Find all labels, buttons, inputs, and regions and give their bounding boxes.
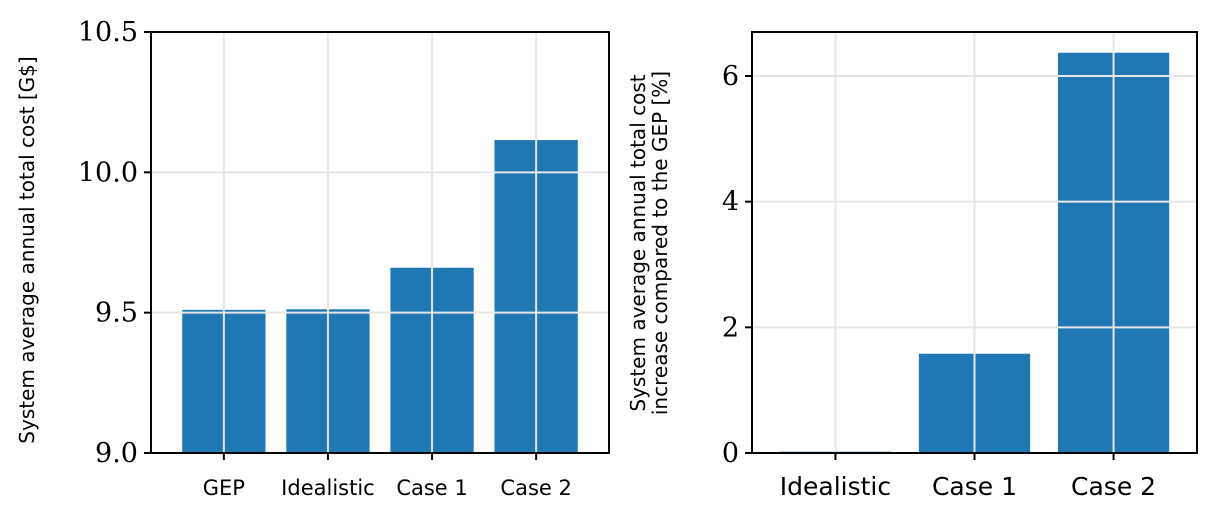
right-y-axis-label-line-1: System average annual total cost xyxy=(626,74,650,411)
y-tick-label: 6 xyxy=(722,61,739,92)
left-y-axis-label: System average annual total cost [G$] xyxy=(15,56,39,443)
plot-frame xyxy=(150,31,610,454)
x-tick-label: Idealistic xyxy=(281,476,375,500)
x-tick-label: Case 1 xyxy=(932,472,1017,501)
x-tick-label: Case 1 xyxy=(396,476,467,500)
x-tick-label: Idealistic xyxy=(780,472,891,501)
y-tick-label: 2 xyxy=(722,312,739,343)
y-tick-label: 9.5 xyxy=(95,298,138,329)
y-tick-label: 9.0 xyxy=(95,438,138,469)
y-tick-label: 0 xyxy=(722,438,739,469)
x-tick-label: Case 2 xyxy=(1071,472,1156,501)
right-y-axis-label-line-2: increase compared to the GEP [%] xyxy=(648,71,672,415)
y-tick-label: 10.5 xyxy=(78,17,138,48)
chart-right-increase: System average annual total cost increas… xyxy=(626,31,1198,501)
x-tick-label: GEP xyxy=(203,476,245,500)
y-tick-label: 10.0 xyxy=(78,157,138,188)
chart-left-cost: System average annual total cost [G$] 9.… xyxy=(15,17,610,500)
x-tick-label: Case 2 xyxy=(500,476,571,500)
y-tick-label: 4 xyxy=(722,187,739,218)
